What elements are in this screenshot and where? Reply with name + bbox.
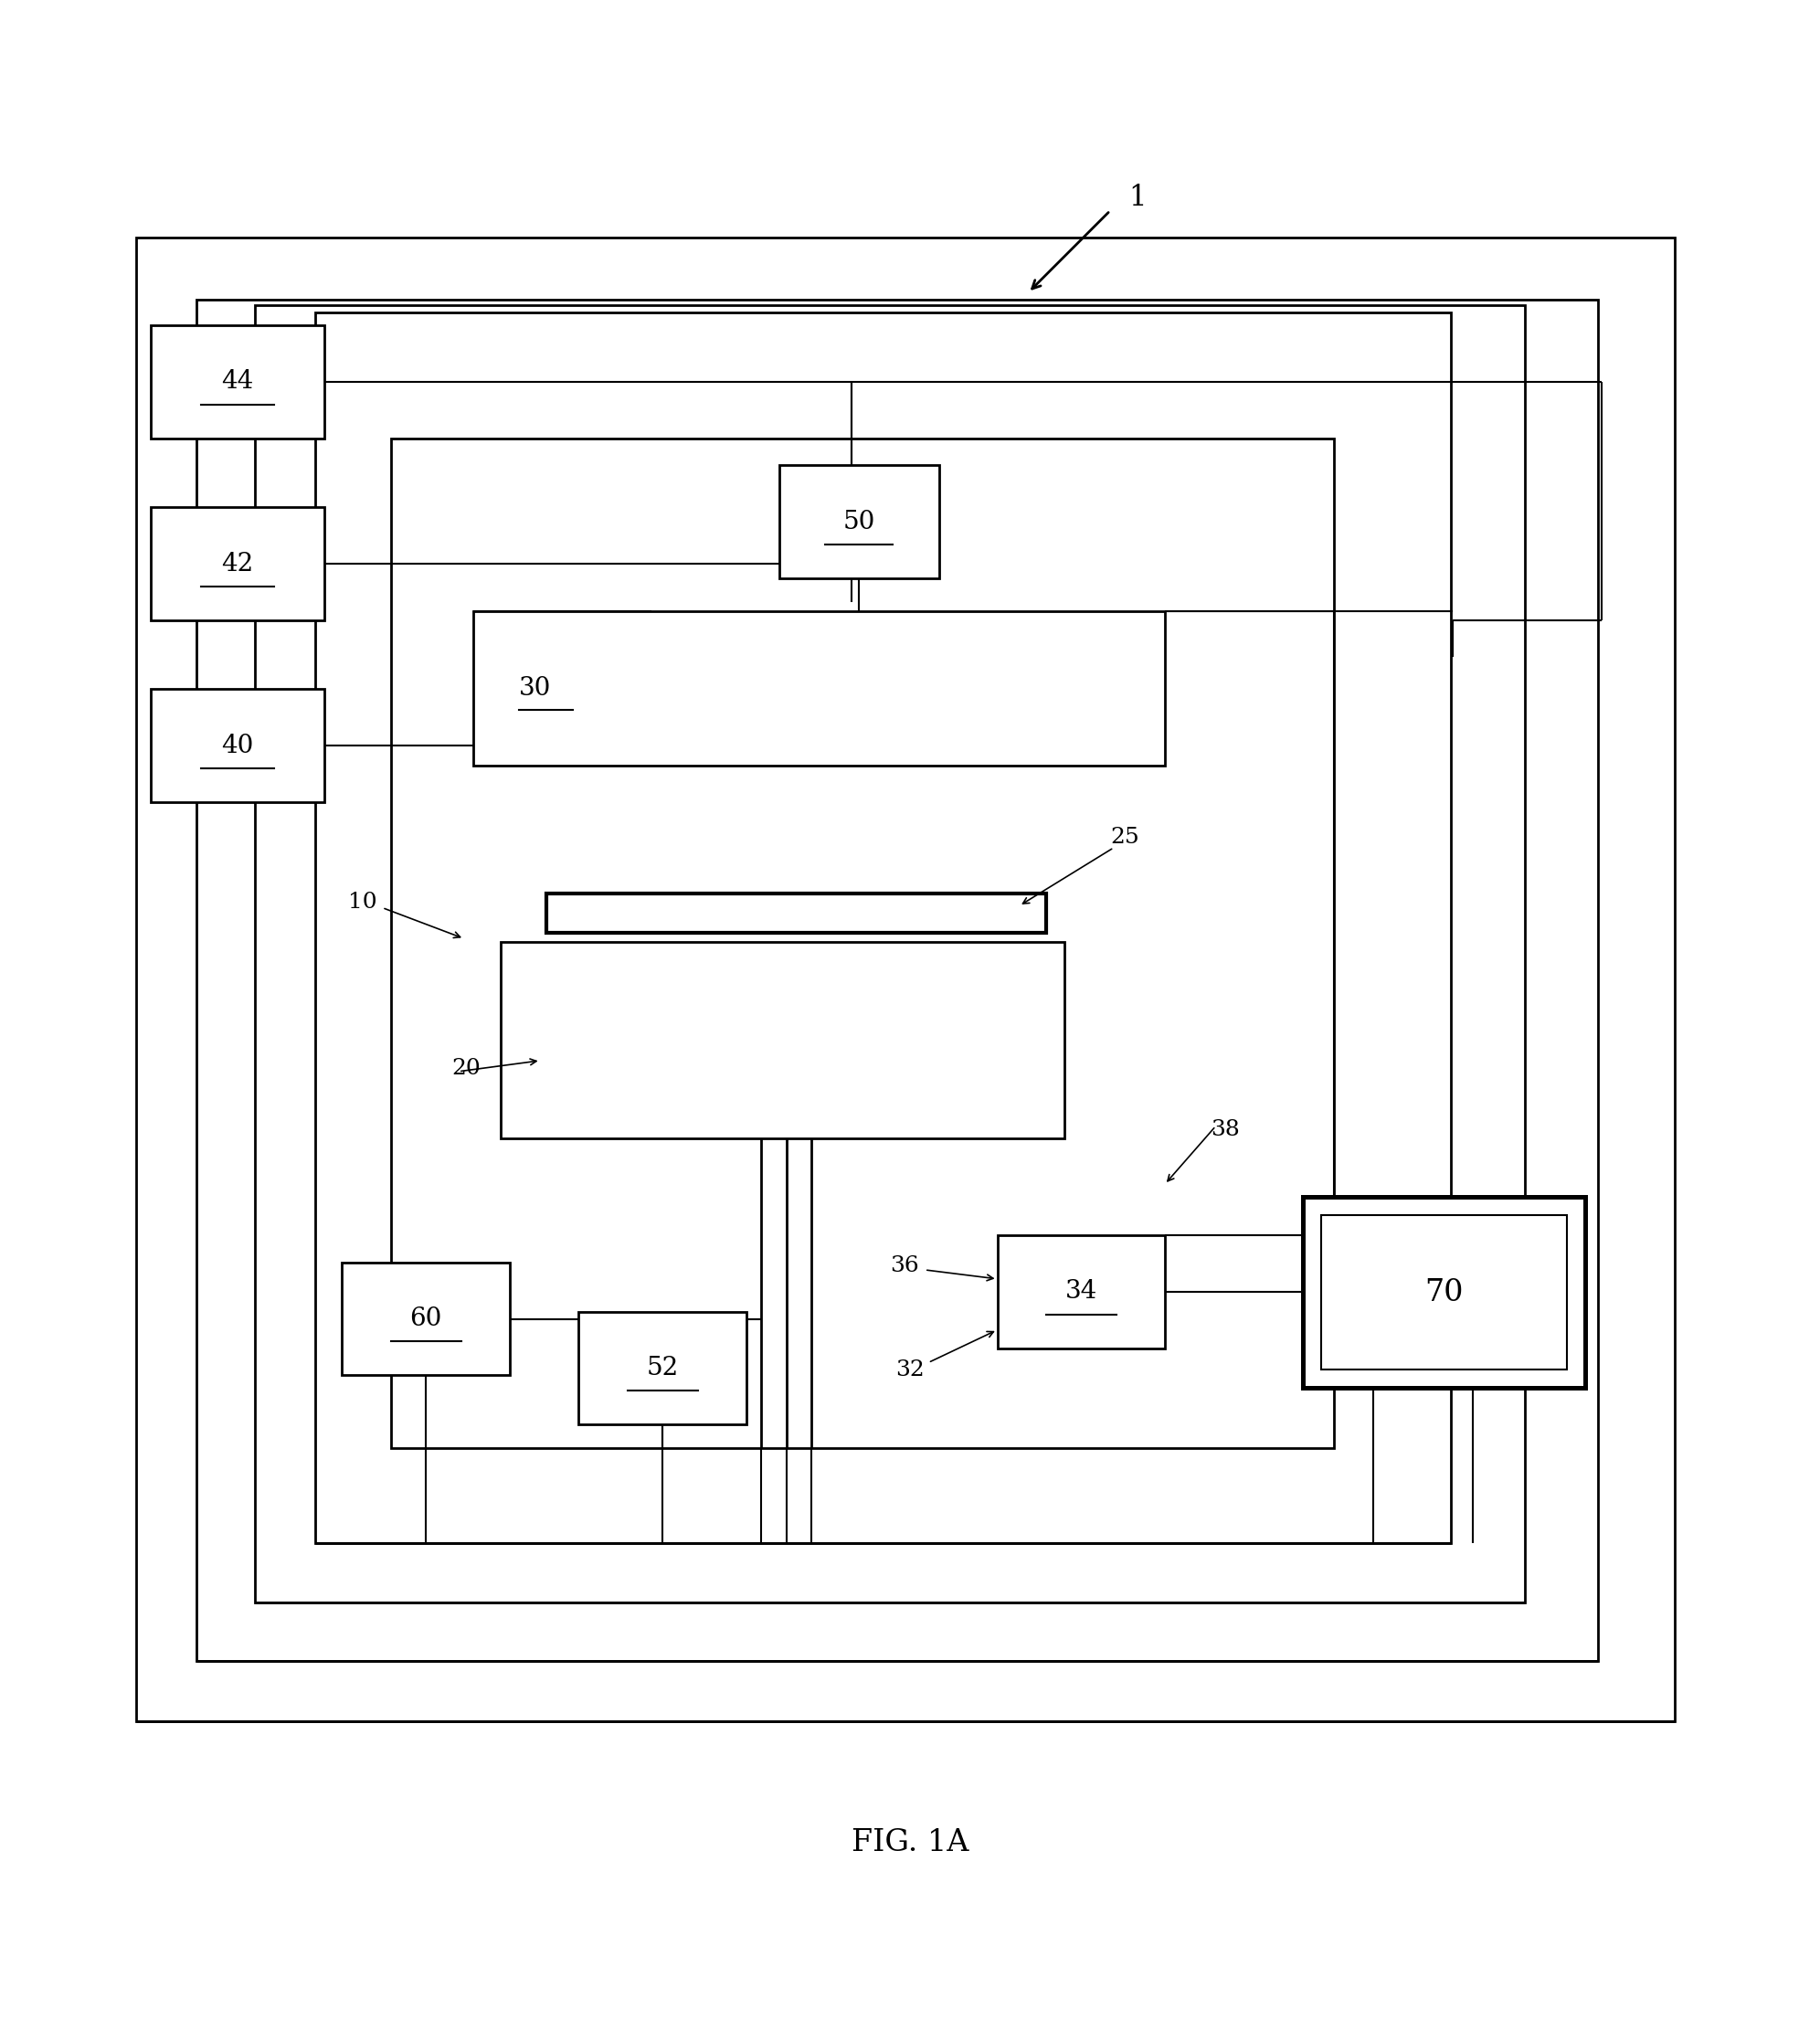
Bar [779, 465, 939, 578]
Bar [501, 943, 1065, 1139]
Text: 34: 34 [1065, 1280, 1097, 1304]
Bar [151, 508, 324, 620]
Bar [151, 690, 324, 802]
Text: 20: 20 [451, 1057, 480, 1080]
Bar [315, 312, 1451, 1543]
Text: 40: 40 [222, 733, 253, 757]
Text: 32: 32 [895, 1359, 925, 1380]
Bar [1303, 1196, 1585, 1388]
Text: 42: 42 [222, 551, 253, 576]
Text: 44: 44 [222, 369, 253, 394]
Bar [136, 239, 1674, 1721]
Text: FIG. 1A: FIG. 1A [852, 1829, 968, 1857]
Bar [255, 306, 1525, 1602]
Text: 52: 52 [646, 1355, 679, 1380]
Text: 30: 30 [519, 676, 551, 700]
Bar [342, 1263, 510, 1376]
Text: 10: 10 [348, 892, 377, 912]
Bar [546, 894, 1047, 933]
Bar [197, 300, 1598, 1661]
Text: 1: 1 [1128, 184, 1147, 212]
Bar [391, 439, 1334, 1449]
Text: 25: 25 [1110, 827, 1139, 847]
Bar [473, 610, 1165, 765]
Text: 36: 36 [890, 1255, 919, 1278]
Text: 38: 38 [1210, 1118, 1239, 1141]
Text: 60: 60 [410, 1306, 442, 1331]
Text: 50: 50 [843, 510, 875, 535]
Bar [997, 1235, 1165, 1349]
Text: 70: 70 [1425, 1278, 1463, 1306]
Bar [1321, 1214, 1567, 1370]
Bar [579, 1312, 746, 1425]
Bar [151, 325, 324, 439]
